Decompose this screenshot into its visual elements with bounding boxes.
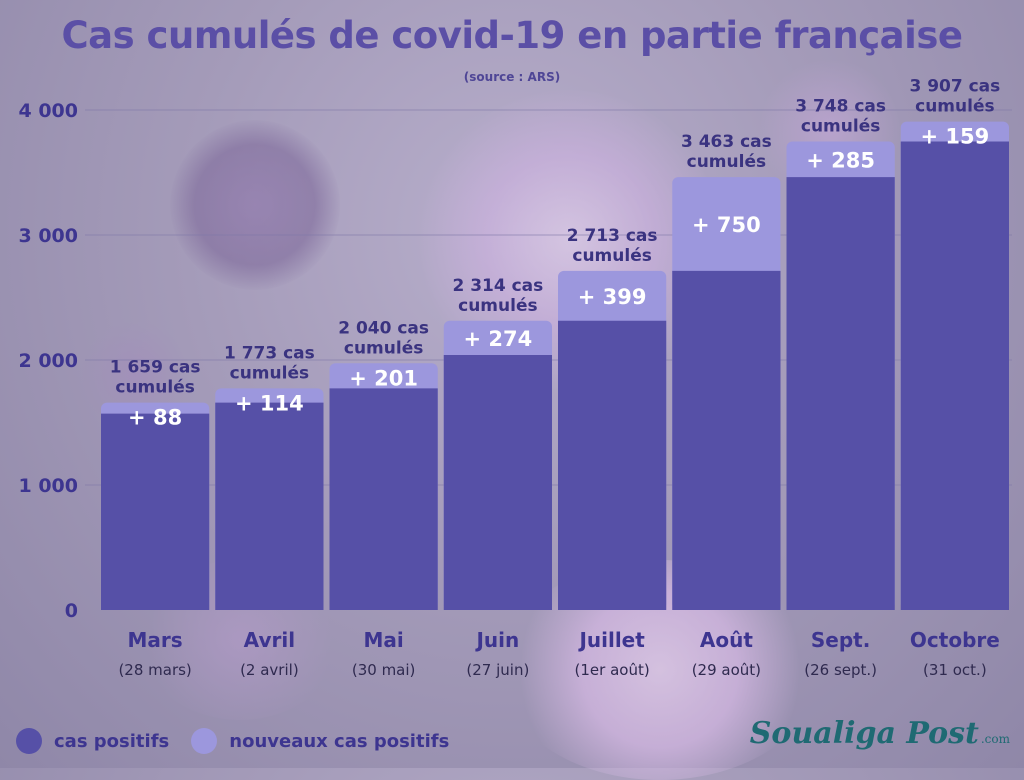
category-label: Juillet (577, 628, 645, 652)
total-label: 1 773 cas (224, 343, 315, 363)
total-label: 1 659 cas (110, 358, 201, 378)
legend-swatch-new (191, 728, 218, 754)
category-label: Mars (128, 628, 183, 652)
date-label: (30 mai) (352, 661, 416, 679)
total-label: cumulés (687, 152, 766, 172)
delta-label: + 88 (128, 406, 182, 430)
y-tick-label: 2 000 (19, 350, 79, 372)
date-label: (31 oct.) (923, 661, 987, 679)
y-tick-label: 0 (65, 600, 78, 622)
bar-segment-base (101, 413, 210, 610)
brand-name: Soualiga Post (749, 716, 979, 751)
legend-label-new: nouveaux cas positifs (229, 730, 450, 752)
date-label: (29 août) (692, 661, 761, 679)
bar-segment-base (558, 320, 667, 610)
category-label: Sept. (811, 628, 870, 652)
date-label: (28 mars) (118, 661, 191, 679)
legend: cas positifs nouveaux cas positifs (16, 728, 471, 754)
bar-segment-base (443, 355, 552, 610)
date-label: (27 juin) (466, 661, 529, 679)
category-label: Juin (474, 628, 519, 652)
total-label: cumulés (915, 97, 994, 117)
delta-label: + 114 (235, 391, 304, 415)
total-label: 2 713 cas (567, 226, 658, 246)
total-label: 2 314 cas (452, 276, 543, 296)
bar-segment-base (329, 388, 438, 610)
y-tick-label: 4 000 (19, 100, 79, 122)
virus-illustration (170, 120, 340, 290)
delta-label: + 201 (349, 366, 418, 390)
category-label: Août (700, 628, 753, 652)
legend-item-new: nouveaux cas positifs (191, 728, 449, 754)
y-tick-label: 3 000 (19, 225, 79, 247)
date-label: (2 avril) (240, 661, 299, 679)
delta-label: + 750 (692, 213, 761, 237)
category-label: Octobre (910, 628, 1000, 652)
category-label: Mai (363, 628, 403, 652)
delta-label: + 399 (578, 285, 647, 309)
total-label: cumulés (344, 338, 423, 358)
brand-tld: .com (980, 732, 1010, 746)
total-label: cumulés (115, 378, 194, 398)
total-label: 3 748 cas (795, 97, 886, 117)
date-label: (26 sept.) (804, 661, 877, 679)
delta-label: + 274 (464, 327, 533, 351)
total-label: 3 463 cas (681, 132, 772, 152)
category-label: Avril (244, 628, 295, 652)
bar-segment-base (215, 402, 324, 610)
total-label: cumulés (801, 117, 880, 137)
total-label: 3 907 cas (909, 77, 1000, 97)
total-label: cumulés (458, 296, 537, 316)
delta-label: + 159 (921, 125, 990, 149)
bar-segment-base (900, 141, 1009, 610)
total-label: cumulés (230, 363, 309, 383)
total-label: cumulés (572, 246, 651, 266)
date-label: (1er août) (575, 661, 650, 679)
legend-swatch-base (16, 728, 42, 754)
chart-subtitle: (source : ARS) (463, 70, 561, 84)
legend-item-base: cas positifs (16, 728, 169, 754)
chart-title: Cas cumulés de covid-19 en partie frança… (61, 14, 963, 57)
total-label: 2 040 cas (338, 318, 429, 338)
bar-segment-base (786, 177, 895, 610)
bar-segment-base (672, 270, 781, 610)
brand-logo: Soualiga Post .com (750, 716, 1010, 751)
delta-label: + 285 (806, 148, 875, 172)
legend-label-base: cas positifs (54, 730, 170, 752)
y-tick-label: 1 000 (19, 475, 79, 497)
